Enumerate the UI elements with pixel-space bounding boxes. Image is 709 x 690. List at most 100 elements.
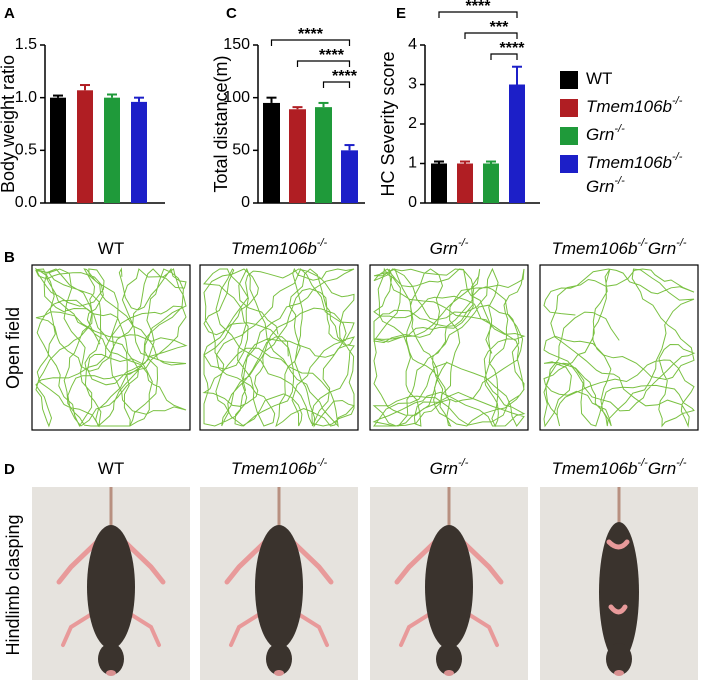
gene-name: WT <box>98 239 124 258</box>
significance-bracket <box>322 81 351 88</box>
legend-swatch <box>560 155 578 173</box>
hind-leg <box>290 539 334 585</box>
mouse-body <box>599 522 639 662</box>
y-tick-label: 1 <box>408 155 417 172</box>
y-tick-label: 0.5 <box>15 142 37 159</box>
panel-letter: B <box>4 249 15 266</box>
genotype-superscript: -/- <box>614 123 625 135</box>
significance-bracket <box>270 39 351 46</box>
bar <box>263 102 280 203</box>
mouse-body <box>87 525 135 649</box>
y-tick-label: 2 <box>408 115 417 132</box>
legend-label: Grn-/-​ <box>586 175 625 197</box>
mouse-nose <box>614 670 624 676</box>
y-tick-label: 150 <box>223 36 250 53</box>
legend-swatch <box>560 99 578 117</box>
genotype-superscript: -/- <box>458 457 469 469</box>
y-tick-label: 1.0 <box>15 89 37 106</box>
y-tick-label: 0 <box>408 194 417 211</box>
genotype-superscript: -/- <box>637 237 648 249</box>
panel-title: Tmem106b-/-​ <box>231 457 328 479</box>
genotype-superscript: -/- <box>458 237 469 249</box>
significance-label: **** <box>500 40 526 57</box>
gene-name: Tmem106b <box>551 239 637 258</box>
panel-letter: D <box>4 461 15 478</box>
hind-leg <box>460 539 504 585</box>
mouse-nose <box>444 670 454 676</box>
genotype-superscript: -/- <box>317 457 328 469</box>
significance-bracket <box>296 60 351 67</box>
y-tick-label: 0 <box>241 194 250 211</box>
panel-title: Tmem106b-/-​Grn-/-​ <box>551 457 686 479</box>
gene-name: Grn <box>586 177 614 196</box>
genotype-superscript: -/- <box>614 175 625 187</box>
bar <box>431 163 447 203</box>
mouse-nose <box>274 670 284 676</box>
panel-title: Grn-/-​ <box>430 237 469 259</box>
bar <box>104 97 120 203</box>
y-tick-label: 3 <box>408 76 417 93</box>
row-label: Open field <box>3 307 23 389</box>
panel-title: WT <box>98 459 124 478</box>
gene-name: Tmem106b <box>551 459 637 478</box>
legend-swatch <box>560 71 578 89</box>
fore-leg <box>61 610 97 647</box>
fore-leg <box>399 610 435 647</box>
legend-label: Tmem106b-/-​ <box>586 151 683 173</box>
mouse-nose <box>106 670 116 676</box>
y-tick-label: 0.0 <box>15 194 37 211</box>
gene-name: Grn <box>430 239 458 258</box>
movement-track <box>372 267 526 428</box>
bar <box>131 101 147 203</box>
gene-name: Tmem106b <box>586 97 672 116</box>
genotype-superscript: -/- <box>676 237 687 249</box>
gene-name: Grn <box>648 239 676 258</box>
gene-name: Tmem106b <box>586 153 672 172</box>
row-label: Hindlimb clasping <box>3 514 23 655</box>
bar <box>341 150 358 203</box>
y-tick-label: 50 <box>232 142 250 159</box>
panel-title: Tmem106b-/-​ <box>231 237 328 259</box>
significance-label: *** <box>490 19 509 36</box>
fore-leg <box>463 610 499 647</box>
gene-name: Tmem106b <box>231 459 317 478</box>
bar <box>457 163 473 203</box>
panel-letter: A <box>4 5 15 22</box>
gene-name: Tmem106b <box>231 239 317 258</box>
significance-bracket <box>438 11 518 18</box>
bar <box>483 163 499 203</box>
fore-leg <box>229 610 265 647</box>
y-axis-label: Total distance(m) <box>211 55 231 192</box>
fore-leg <box>125 610 161 647</box>
fore-leg <box>293 610 329 647</box>
clasped-legs <box>606 539 630 615</box>
bar <box>509 84 525 203</box>
y-tick-label: 4 <box>408 36 417 53</box>
panel-title: Grn-/-​ <box>430 457 469 479</box>
bar <box>77 90 93 203</box>
hind-leg <box>394 539 438 585</box>
gene-name: WT <box>586 69 612 88</box>
panel-title: Tmem106b-/-​Grn-/-​ <box>551 237 686 259</box>
panel-title: WT <box>98 239 124 258</box>
significance-bracket <box>490 53 518 60</box>
significance-label: **** <box>319 47 345 64</box>
hind-leg <box>224 539 268 585</box>
panel-letter: C <box>226 5 237 22</box>
genotype-superscript: -/- <box>317 237 328 249</box>
significance-label: **** <box>298 26 324 43</box>
gene-name: Grn <box>586 125 614 144</box>
y-axis-label: HC Severity score <box>378 51 398 196</box>
movement-track <box>202 267 356 428</box>
hind-leg <box>56 539 100 585</box>
genotype-superscript: -/- <box>637 457 648 469</box>
significance-bracket <box>464 32 518 39</box>
hind-leg <box>122 539 166 585</box>
gene-name: Grn <box>430 459 458 478</box>
mouse-body <box>425 525 473 649</box>
legend-label: WT <box>586 69 612 88</box>
mouse-body <box>255 525 303 649</box>
arena <box>539 264 699 431</box>
y-tick-label: 1.5 <box>15 36 37 53</box>
mouse-head <box>436 643 462 675</box>
